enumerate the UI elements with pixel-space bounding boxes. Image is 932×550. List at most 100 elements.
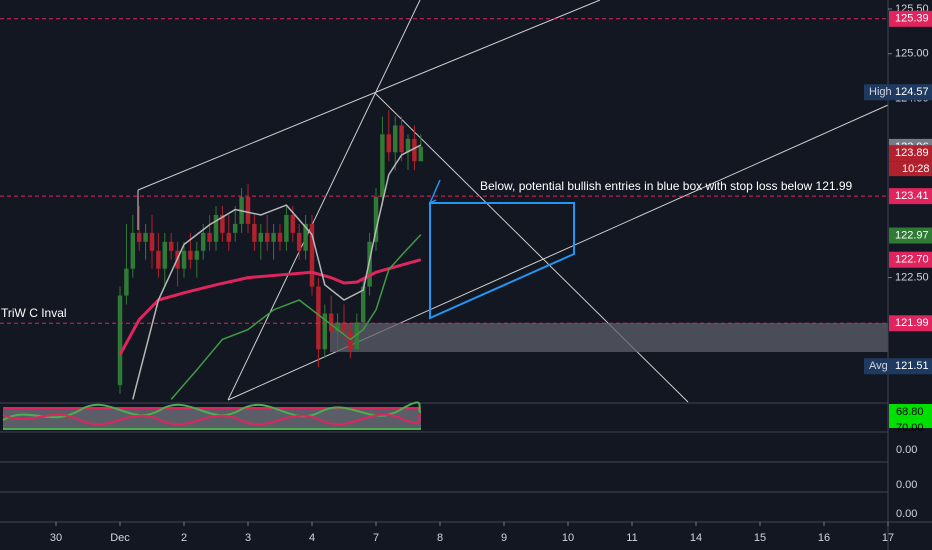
y-tick-label: 122.50: [895, 272, 929, 284]
x-tick-label: 10: [562, 532, 574, 544]
candle-body: [258, 232, 264, 242]
candle-body: [386, 134, 392, 153]
candle-body: [181, 250, 187, 269]
candle-body: [200, 232, 206, 251]
candle-body: [213, 214, 219, 242]
price-label-box: [864, 358, 932, 375]
price-label-box: [889, 145, 932, 162]
candle-body: [322, 313, 328, 350]
candle-body: [303, 223, 308, 251]
pane-label: 70.00: [896, 422, 924, 434]
candle-body: [162, 241, 168, 269]
entry-box: [429, 202, 575, 320]
candle-body: [207, 232, 212, 242]
price-label: 123.41: [895, 190, 929, 202]
candle-body: [194, 250, 200, 260]
candle-body: [168, 241, 174, 251]
x-tick-label: 7: [373, 532, 379, 544]
candle-body: [335, 322, 340, 332]
candle-body: [252, 223, 257, 242]
candle-body: [124, 268, 129, 296]
candle-body: [143, 232, 148, 242]
indicator-line: [132, 144, 422, 400]
price-label: 121.51: [895, 360, 929, 372]
price-label-box: [864, 84, 932, 101]
candle-body: [341, 322, 347, 332]
x-tick-label: 17: [882, 532, 894, 544]
indicator-line: [170, 234, 422, 400]
price-label: 121.99: [895, 317, 929, 329]
price-label: 122.70: [895, 254, 929, 266]
candle-body: [412, 138, 417, 162]
candle-body: [277, 232, 283, 242]
x-tick-label: 15: [754, 532, 766, 544]
candle-body: [188, 250, 193, 260]
annotation: Below, potential bullish entries in blue…: [480, 179, 853, 193]
price-label-name: Avg: [869, 360, 888, 372]
trend-line: [137, 0, 601, 191]
x-tick-label: 11: [626, 532, 637, 544]
candle-body: [392, 125, 398, 153]
price-label: 123.89: [895, 147, 929, 159]
pane-label: 0.00: [896, 508, 917, 520]
candle-body: [284, 214, 289, 242]
x-tick-label: 14: [690, 532, 702, 544]
zone-box: [330, 323, 888, 352]
entry-arrow: [428, 179, 441, 205]
candle-body: [316, 286, 321, 350]
candle-body: [418, 146, 424, 162]
countdown-box: [889, 161, 932, 177]
candle-body: [290, 214, 296, 233]
price-label: 125.39: [895, 13, 929, 25]
x-tick-label: 3: [245, 532, 251, 544]
candle-body: [360, 286, 366, 323]
x-tick-label: Dec: [110, 532, 130, 544]
pane-label: 68.80: [896, 406, 924, 418]
x-tick-label: 30: [50, 532, 62, 544]
trend-line: [227, 0, 421, 401]
candle-body: [399, 125, 404, 153]
price-label-box: [889, 227, 932, 244]
candle-body: [373, 197, 379, 242]
candle-body: [296, 232, 302, 251]
price-label-box: [889, 251, 932, 268]
candle-body: [136, 232, 142, 242]
oscillator-line: [2, 401, 422, 421]
price-label-name: High: [869, 86, 892, 98]
candle-body: [232, 223, 238, 233]
candle-body: [156, 250, 161, 269]
price-label-box: [889, 10, 932, 27]
candle-body: [149, 232, 155, 251]
pane-label: 0.00: [896, 444, 917, 456]
x-tick-label: 2: [181, 532, 187, 544]
candle-body: [264, 232, 270, 242]
candle-body: [405, 138, 411, 153]
candle-body: [328, 313, 334, 332]
x-tick-label: 16: [818, 532, 830, 544]
candle-body: [226, 232, 232, 242]
price-label-box: [889, 315, 932, 332]
x-tick-label: 9: [501, 532, 507, 544]
candle-body: [271, 232, 276, 242]
candle-body: [367, 241, 372, 287]
candle-body: [130, 232, 136, 269]
candle-body: [220, 214, 225, 233]
countdown: 10:28: [902, 163, 930, 175]
annotation: TriW C Inval: [1, 306, 67, 320]
price-label: 124.57: [895, 86, 929, 98]
price-label-box: [889, 188, 932, 205]
candle-body: [117, 295, 123, 386]
pane-label-box: [889, 404, 932, 428]
candle-body: [354, 322, 360, 350]
candle-body: [309, 223, 315, 287]
pane-label: 0.00: [896, 479, 917, 491]
y-tick-label: 125.00: [895, 48, 929, 60]
candle-body: [380, 134, 385, 198]
price-label: 122.97: [895, 229, 929, 241]
candle-body: [245, 197, 251, 224]
x-tick-label: 8: [437, 532, 443, 544]
